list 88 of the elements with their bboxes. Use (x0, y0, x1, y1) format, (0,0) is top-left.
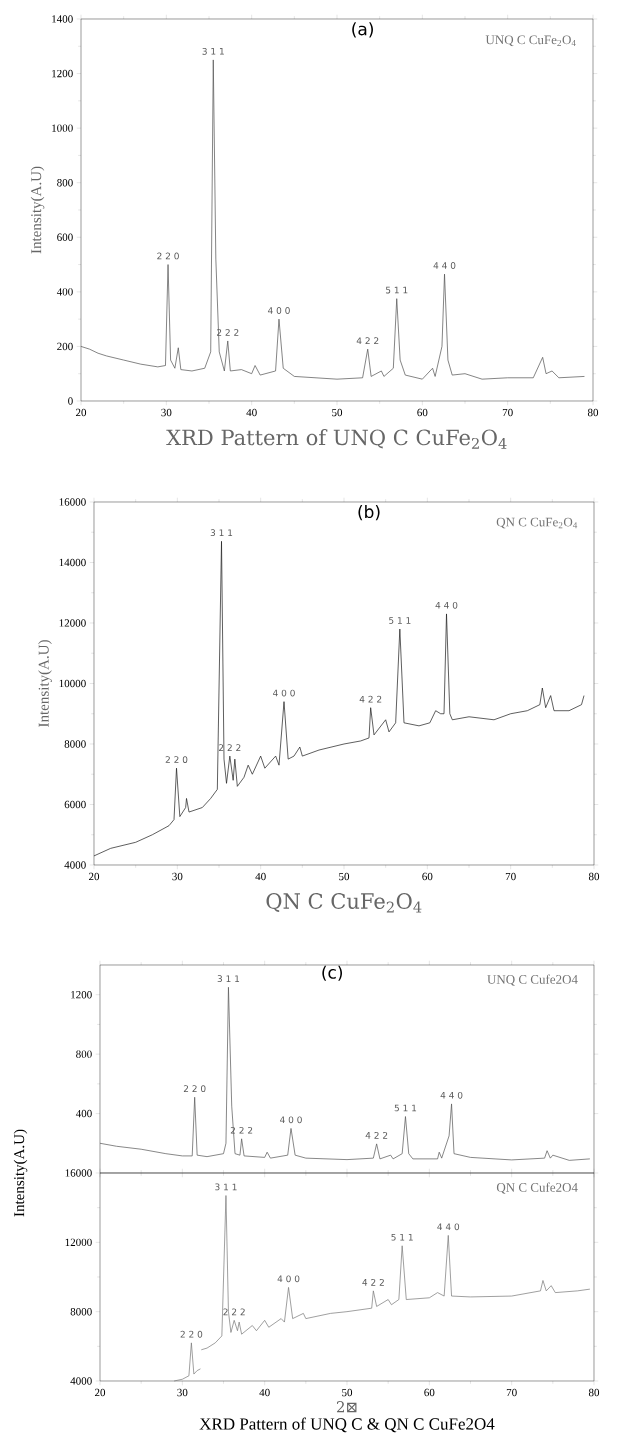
annotation: 2 2 0 (180, 1330, 203, 1338)
annotation: 3 1 1 (217, 975, 240, 983)
x-tick-label: 60 (422, 872, 433, 881)
y-tick-label: 200 (57, 342, 73, 351)
annotation: UNQ C CuFe$_{2}$O$_{4}$ (485, 35, 576, 47)
annotation: 5 1 1 (389, 617, 411, 624)
text: XRD Pattern of UNQ C & QN C CuFe2O4 (199, 1417, 495, 1433)
y-tick-label: 10000 (59, 679, 86, 688)
annotation: 3 1 1 (202, 47, 224, 55)
x-tick-label: 70 (505, 872, 516, 881)
y-tick-label: 14000 (59, 558, 86, 567)
annotation: 4 0 0 (280, 1116, 302, 1124)
x-tick-label: 30 (172, 872, 183, 881)
annotation: 5 1 1 (394, 1104, 417, 1112)
y-tick-label: 800 (76, 1050, 92, 1058)
annotation: QN C Cufe2O4 (496, 1182, 578, 1194)
annotation: 4 2 2 (356, 337, 379, 344)
line-series (80, 59, 585, 380)
annotation: 2 2 0 (165, 756, 188, 763)
line-series (99, 986, 591, 1161)
x-axis-title: QN C CuFe$_{2}$O$_{4}$ (266, 893, 422, 913)
annotation: 4 4 0 (440, 1091, 463, 1099)
y-tick-label: 400 (56, 288, 73, 296)
annotation: 2 2 0 (183, 1085, 206, 1093)
annotation: 4 0 0 (277, 1275, 300, 1283)
annotation: 4 0 0 (267, 307, 290, 314)
y-axis-title: Intensity(A.U) (13, 1129, 28, 1217)
x-tick-label: 50 (332, 408, 343, 417)
y-axis-title: Intensity(A.U) (30, 166, 45, 254)
y-tick-label: 6000 (64, 800, 86, 809)
y-tick-label: 1400 (52, 15, 73, 23)
annotation: 2 2 2 (230, 1126, 253, 1134)
y-tick-label: 12000 (59, 619, 86, 627)
y-tick-label: 800 (57, 179, 73, 187)
y-tick-label: 1200 (71, 991, 92, 999)
y-tick-label: 4000 (64, 861, 86, 869)
annotation: 2 2 2 (219, 744, 241, 751)
x-tick-label: 70 (506, 1388, 517, 1397)
y-tick-label: 1200 (52, 69, 73, 78)
y-tick-label: 16000 (65, 1169, 92, 1177)
x-tick-label: 70 (502, 408, 513, 417)
y-tick-label: 1000 (52, 124, 73, 132)
x-tick-label: 30 (177, 1388, 188, 1397)
y-axis-title: Intensity(A.U) (38, 640, 52, 727)
annotation: UNQ C Cufe2O4 (487, 974, 578, 986)
chart-title: (c) (322, 965, 343, 981)
x-tick-label: 80 (587, 408, 599, 417)
annotation: 3 1 1 (210, 529, 233, 537)
x-tick-label: 20 (94, 1388, 106, 1397)
x-tick-label: 50 (339, 872, 350, 881)
annotation: 4 4 0 (433, 262, 456, 269)
annotation: 5 1 1 (385, 286, 408, 294)
x-axis-title: XRD Pattern of UNQ C CuFe$_{2}$O$_{4}$ (166, 429, 507, 449)
annotation: 4 2 2 (359, 695, 382, 703)
y-tick-label: 4000 (70, 1377, 92, 1385)
annotation: QN C CuFe$_{2}$O$_{4}$ (496, 517, 578, 529)
x-tick-label: 60 (424, 1388, 435, 1397)
x-tick-label: 40 (246, 408, 257, 417)
annotation: 3 1 1 (215, 1183, 237, 1191)
chart-title: (a) (352, 22, 373, 38)
chart-title: (b) (358, 504, 380, 521)
y-tick-label: 12000 (65, 1238, 92, 1247)
x-tick-label: 40 (259, 1388, 270, 1397)
y-tick-label: 8000 (70, 1307, 92, 1316)
y-tick-label: 600 (57, 233, 73, 241)
annotation: 4 4 0 (435, 601, 458, 609)
annotation: 4 2 2 (365, 1131, 388, 1139)
x-tick-label: 60 (417, 408, 428, 417)
x-tick-label: 20 (88, 872, 100, 881)
annotation: 2 2 2 (223, 1308, 245, 1316)
y-tick-label: 16000 (59, 498, 86, 506)
annotation: 4 0 0 (272, 689, 295, 697)
annotation: 2 2 2 (216, 329, 239, 336)
line-series (93, 540, 585, 857)
annotation: 2 2 0 (157, 252, 179, 260)
x-tick-label: 30 (161, 408, 172, 417)
x-tick-label: 80 (588, 872, 600, 881)
y-tick-label: 0 (68, 397, 73, 405)
annotation: 4 2 2 (362, 1278, 384, 1286)
x-axis-title: 2⊠ (336, 1401, 357, 1413)
annotation: 5 1 1 (391, 1233, 413, 1241)
x-tick-label: 20 (75, 408, 87, 417)
annotation: 4 4 0 (437, 1223, 460, 1231)
x-tick-label: 80 (588, 1388, 600, 1397)
x-tick-label: 50 (342, 1388, 353, 1397)
y-tick-label: 8000 (64, 740, 86, 748)
x-tick-label: 40 (255, 872, 266, 881)
y-tick-label: 400 (75, 1109, 92, 1118)
